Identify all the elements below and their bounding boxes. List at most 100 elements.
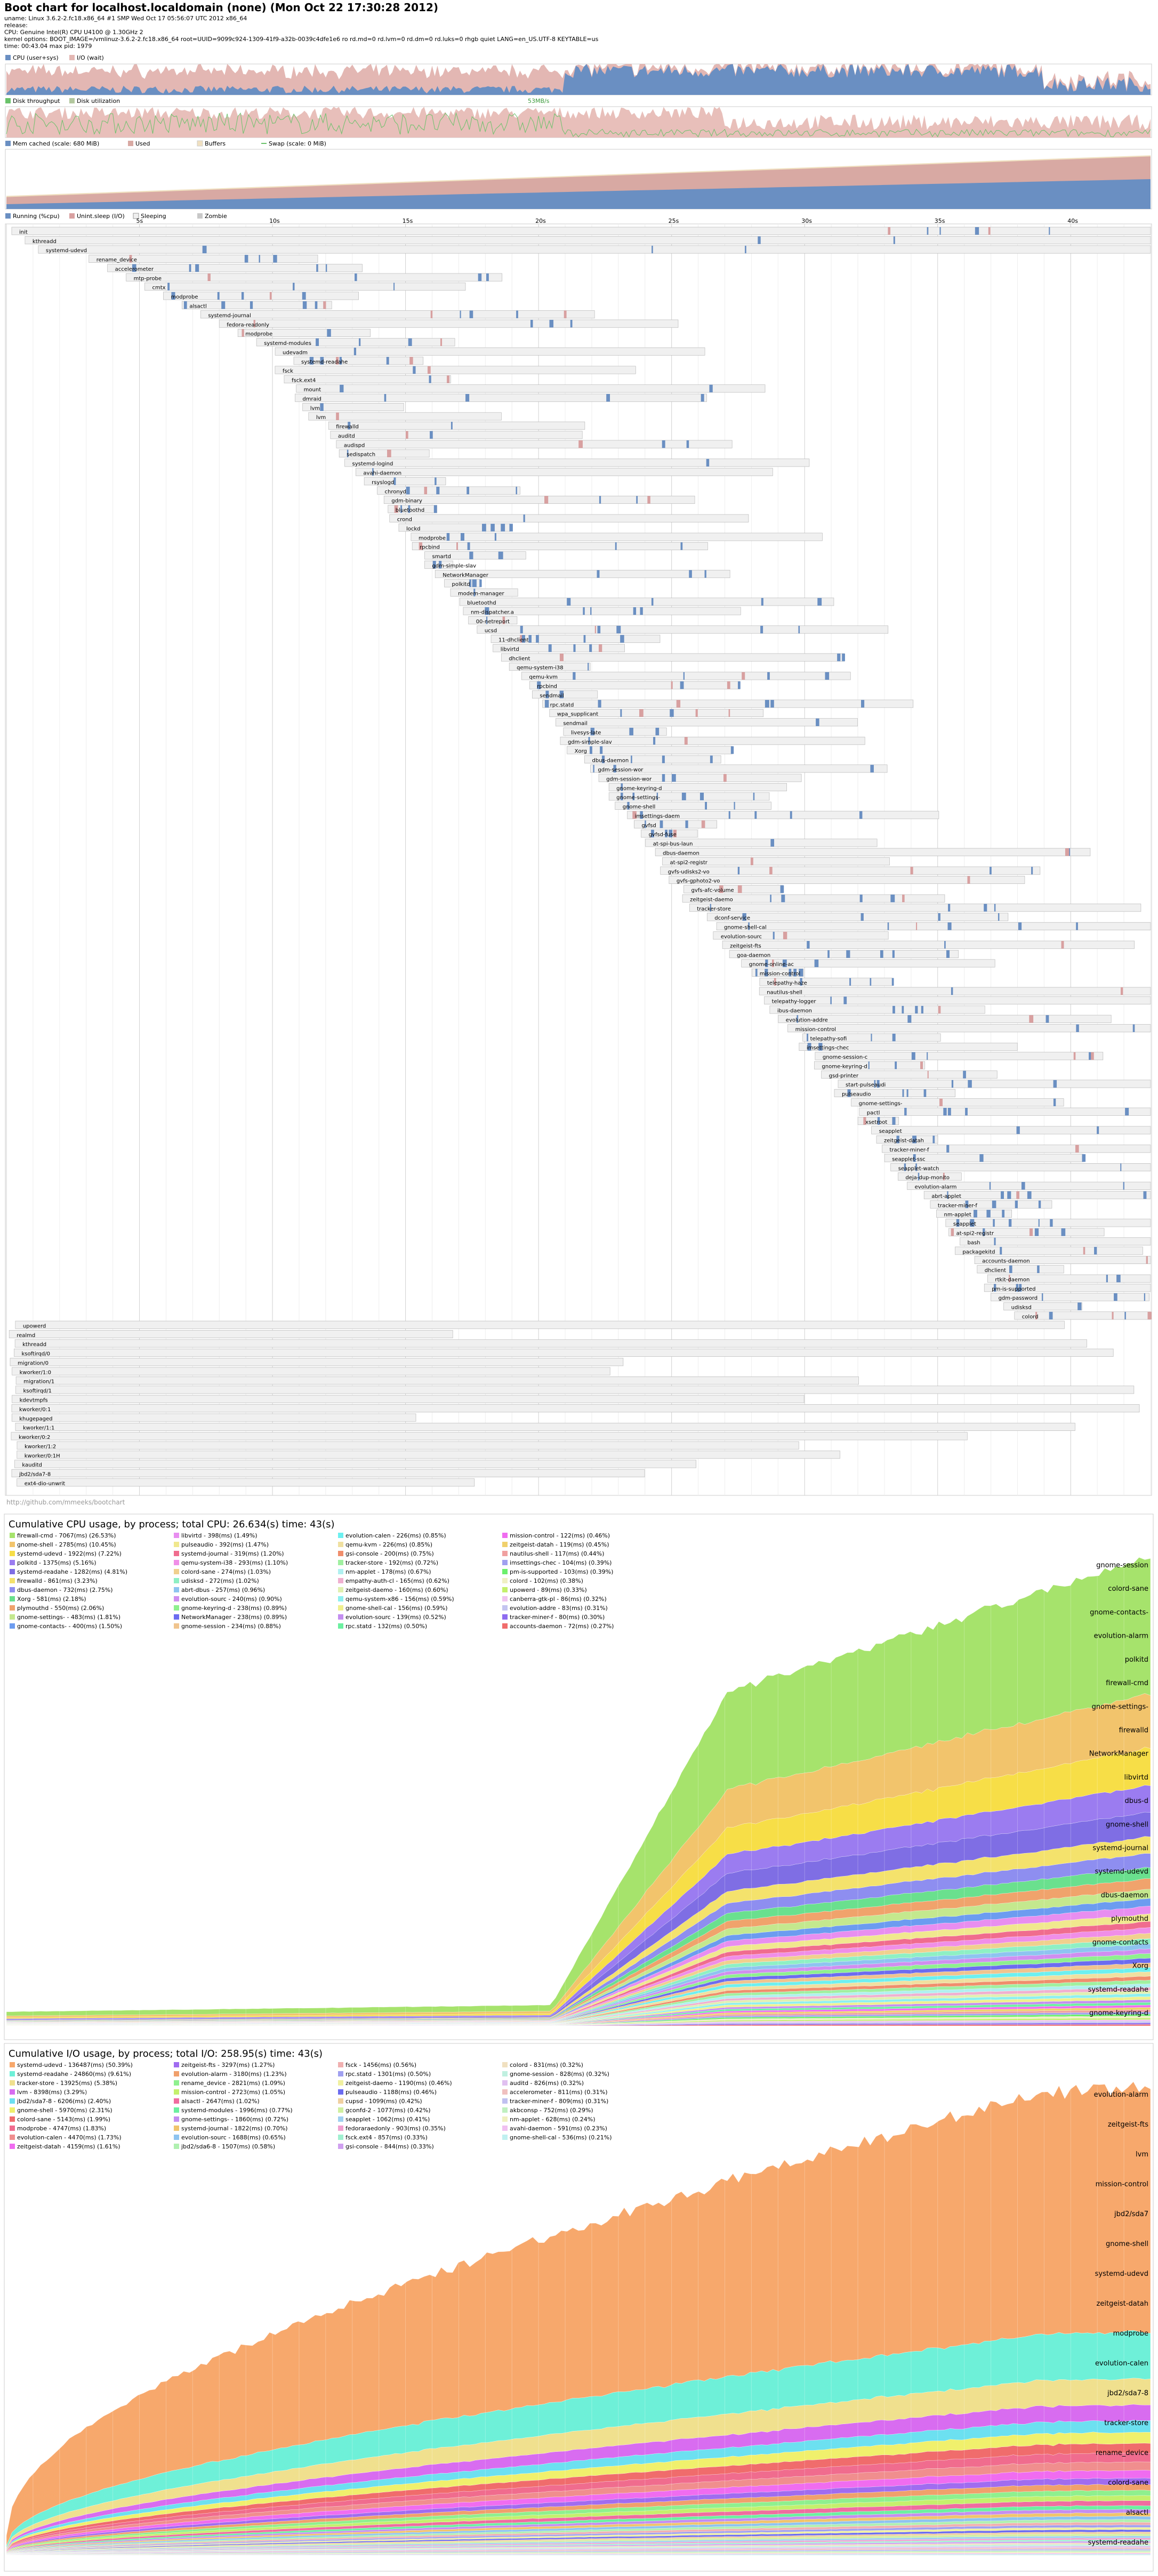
stack-label: dbus-d	[1125, 1797, 1148, 1805]
legend-swatch	[174, 2062, 179, 2067]
mem-used-swatch	[128, 141, 133, 146]
process-activity	[737, 885, 742, 893]
legend-entry: nautilus-shell - 117(ms) (0.44%)	[510, 1550, 604, 1557]
process-activity	[467, 542, 470, 550]
stack-label: tracker-store	[1104, 2419, 1148, 2427]
process-activity	[347, 449, 349, 457]
process-activity	[424, 486, 428, 495]
time-tick-label: 20s	[535, 218, 546, 224]
process-activity	[339, 357, 342, 365]
process-activity	[183, 301, 187, 309]
process-activity	[435, 477, 437, 485]
process-name: accounts-daemon	[982, 1259, 1030, 1265]
process-name: audispd	[344, 442, 365, 448]
process-activity	[1007, 1191, 1011, 1199]
process-name: wpa_supplicant	[557, 712, 598, 718]
process-activity	[1076, 922, 1078, 930]
process-activity	[1073, 1052, 1076, 1060]
process-bar	[759, 987, 1151, 995]
stack-label: gnome-shell	[1106, 1821, 1148, 1829]
process-bar	[182, 301, 332, 309]
process-bar	[490, 634, 661, 643]
disk-utilization-swatch	[69, 98, 75, 103]
process-bar	[11, 1413, 416, 1422]
process-name: gvfsd-fuse	[649, 832, 677, 838]
process-bar	[821, 1070, 998, 1079]
stack-label: zeitgeist-fts	[1108, 2121, 1148, 2129]
process-activity	[548, 644, 552, 652]
process-activity	[770, 839, 775, 847]
process-activity	[990, 866, 992, 875]
process-name: telepathy-haze	[767, 980, 807, 986]
process-name: mount	[304, 387, 321, 393]
process-activity	[509, 524, 513, 532]
legend-swatch	[502, 2098, 508, 2104]
legend-entry: colord-sane - 274(ms) (1.03%)	[181, 1568, 271, 1575]
legend-swatch	[174, 2071, 179, 2076]
legend-entry: gsi-console - 200(ms) (0.75%)	[345, 1550, 434, 1557]
legend-swatch	[10, 2126, 15, 2131]
process-activity	[1029, 1015, 1034, 1023]
process-activity	[993, 1219, 995, 1227]
process-name: smartd	[432, 554, 451, 560]
process-bar	[463, 607, 741, 615]
legend-swatch	[10, 1623, 15, 1629]
cpu-utilization-chart	[5, 63, 1152, 95]
process-activity	[887, 922, 889, 930]
legend-swatch	[338, 1578, 343, 1583]
process-name: 11-dhclient	[498, 638, 529, 643]
process-activity	[1132, 1024, 1135, 1032]
memory-chart	[5, 149, 1152, 210]
process-activity	[353, 348, 357, 356]
process-activity	[938, 913, 940, 921]
process-name: ksoftirqd/0	[21, 1351, 50, 1357]
legend-entry: nm-applet - 178(ms) (0.67%)	[345, 1568, 431, 1575]
process-activity	[1009, 1275, 1010, 1283]
stack-label: gnome-contacts	[1092, 1938, 1148, 1946]
process-activity	[921, 1005, 923, 1014]
process-activity	[770, 699, 774, 708]
process-name: telepathy-sofi	[810, 1036, 847, 1042]
process-bar	[477, 625, 889, 634]
legend-entry: zeitgeist-daemo - 1190(ms) (0.46%)	[345, 2080, 452, 2087]
process-bar	[302, 403, 404, 412]
process-activity	[671, 774, 673, 782]
process-bar	[200, 310, 595, 319]
process-activity	[888, 227, 891, 235]
process-activity	[384, 394, 387, 402]
legend-entry: gnome-session - 828(ms) (0.32%)	[510, 2071, 609, 2078]
process-activity	[755, 969, 758, 977]
legend-swatch	[502, 1605, 508, 1611]
legend-entry: polkitd - 1375(ms) (5.16%)	[17, 1559, 96, 1566]
process-bar	[814, 1061, 926, 1069]
process-activity	[948, 904, 951, 912]
process-activity	[636, 496, 638, 504]
process-activity	[669, 830, 673, 838]
legend-entry: pm-is-supported - 103(ms) (0.39%)	[510, 1568, 613, 1575]
stack-label: alsactl	[1126, 2509, 1148, 2517]
process-bar	[308, 412, 502, 421]
process-name: mission-control	[760, 971, 800, 977]
process-activity	[1049, 1311, 1053, 1319]
legend-swatch	[10, 2089, 15, 2095]
legend-swatch	[338, 2144, 343, 2149]
process-name: ibus-daemon	[777, 1008, 812, 1014]
process-activity	[876, 1080, 880, 1088]
process-activity	[479, 579, 482, 587]
process-name: avahi-daemon	[363, 471, 401, 477]
process-activity	[686, 440, 689, 448]
process-name: gdm-session-wor	[606, 776, 652, 782]
legend-swatch	[174, 1614, 179, 1620]
process-activity	[662, 774, 665, 782]
process-activity	[737, 681, 741, 689]
process-activity	[701, 394, 704, 402]
process-activity	[408, 505, 411, 513]
process-bar	[645, 839, 878, 847]
process-bar	[898, 1172, 962, 1181]
process-bar	[598, 774, 802, 782]
process-name: gdm-binary	[391, 498, 422, 504]
process-bar	[17, 1478, 475, 1487]
process-activity	[516, 310, 518, 318]
process-activity	[597, 570, 600, 578]
